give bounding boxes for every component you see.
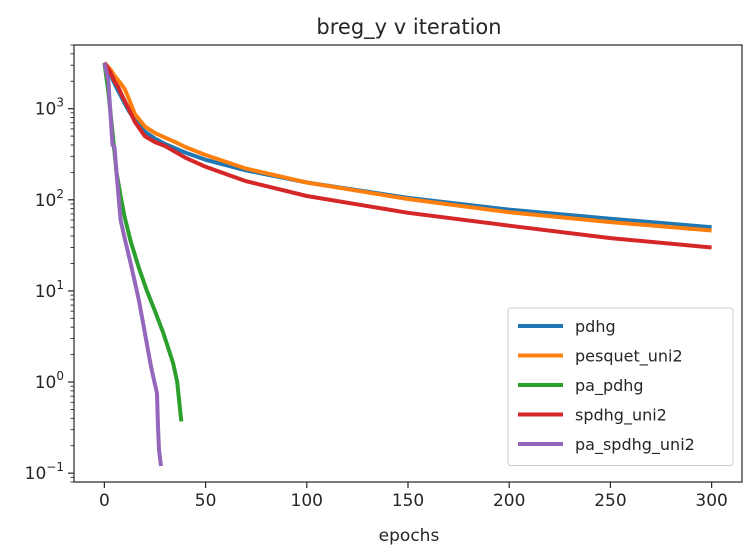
- legend-label: pa_pdhg: [575, 376, 644, 396]
- y-tick-exponent: 3: [56, 96, 64, 110]
- legend-label: pdhg: [575, 317, 616, 336]
- legend-label: pa_spdhg_uni2: [575, 435, 695, 455]
- x-tick-label: 100: [291, 491, 323, 511]
- y-tick-exponent: 1: [56, 278, 64, 292]
- y-tick-base: 10: [25, 464, 47, 484]
- y-tick-label: 100: [35, 369, 64, 393]
- y-tick-base: 10: [35, 282, 57, 302]
- x-tick-label: 200: [493, 491, 525, 511]
- y-tick-label: 10−1: [25, 460, 64, 484]
- legend-label: pesquet_uni2: [575, 347, 683, 367]
- y-tick-exponent: 2: [56, 187, 64, 201]
- y-tick-base: 10: [35, 373, 57, 393]
- y-tick-exponent: 0: [56, 369, 64, 383]
- legend: pdhg pesquet_uni2 pa_pdhg spdhg_uni2 pa_spdh…: [507, 307, 734, 466]
- series-line-pa-spdhg-uni2: [102, 62, 163, 467]
- y-tick-label: 101: [35, 278, 64, 302]
- x-axis: 0 50 100 150 200 250 300: [99, 482, 728, 511]
- x-tick-label: 300: [695, 491, 727, 511]
- x-tick-label: 50: [195, 491, 217, 511]
- x-tick-label: 250: [594, 491, 626, 511]
- x-tick-label: 0: [99, 491, 110, 511]
- y-tick-base: 10: [35, 100, 57, 120]
- legend-box: [507, 307, 734, 466]
- x-axis-label: epochs: [379, 526, 440, 546]
- series-line-pesquet-uni2: [102, 61, 712, 233]
- y-tick-label: 103: [35, 96, 64, 120]
- y-tick-label: 102: [35, 187, 64, 211]
- series-line-spdhg-uni2: [102, 61, 712, 250]
- y-tick-base: 10: [35, 191, 57, 211]
- y-tick-exponent: −1: [46, 460, 64, 474]
- chart-title: breg_y v iteration: [316, 15, 501, 40]
- series-layer: [102, 61, 712, 467]
- x-tick-label: 150: [392, 491, 424, 511]
- legend-label: spdhg_uni2: [575, 406, 667, 426]
